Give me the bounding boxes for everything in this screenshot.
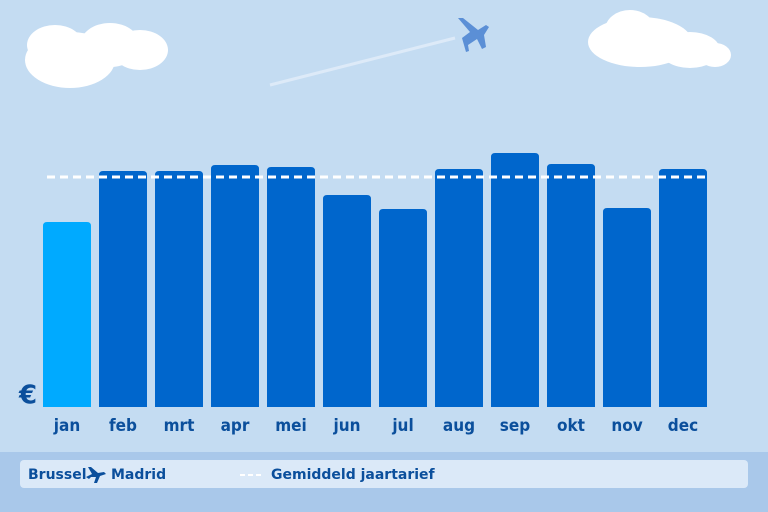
bar: [379, 209, 427, 407]
plane-icon: [458, 18, 489, 52]
legend: [20, 460, 748, 488]
legend-origin: Brussel: [28, 467, 87, 483]
legend-average-label: Gemiddeld jaartarief: [271, 467, 436, 483]
x-tick-label: sep: [500, 416, 530, 436]
bar: [211, 165, 259, 407]
bar: [155, 171, 203, 407]
x-tick-label: feb: [109, 416, 137, 436]
bar: [659, 169, 707, 407]
x-tick-label: jan: [53, 416, 80, 436]
bar: [491, 153, 539, 407]
x-tick-label: apr: [221, 416, 250, 436]
legend-destination: Madrid: [111, 467, 166, 483]
x-tick-label: dec: [668, 416, 698, 436]
cloud: [25, 23, 168, 88]
x-tick-label: okt: [557, 416, 585, 436]
bar: [267, 167, 315, 407]
x-tick-label: aug: [443, 416, 475, 436]
plane-icon: [86, 467, 106, 483]
x-tick-label: jul: [391, 416, 413, 436]
bar: [43, 222, 91, 407]
x-tick-label: mrt: [164, 416, 195, 436]
x-tick-label: mei: [275, 416, 307, 436]
bar: [603, 208, 651, 407]
x-tick-label: jun: [332, 416, 360, 436]
bar: [547, 164, 595, 407]
x-tick-label: nov: [611, 416, 642, 436]
bar: [435, 169, 483, 407]
bar: [323, 195, 371, 407]
currency-symbol: €: [18, 381, 37, 411]
bar: [99, 171, 147, 407]
cloud: [588, 10, 731, 68]
contrail: [269, 36, 456, 87]
